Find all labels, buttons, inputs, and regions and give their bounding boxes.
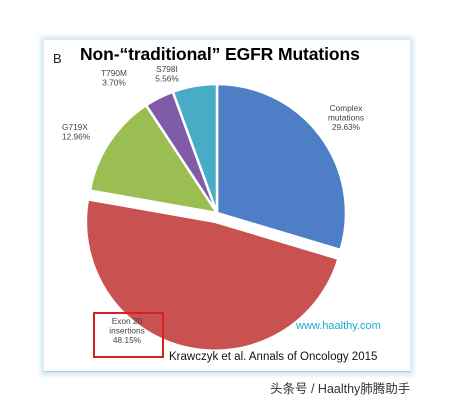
pie-slice-complex-mutations — [215, 82, 348, 252]
footer-credit: 头条号 / Haalthy肺腾助手 — [270, 382, 411, 396]
slice-label-exon-20-insertions: Exon 20 insertions 48.15% — [109, 316, 145, 345]
figure-letter: B — [53, 51, 62, 66]
pie-slice-g719x — [88, 103, 220, 215]
slice-label-complex-mutations: Complex mutations 29.63% — [328, 103, 364, 132]
slice-label-t790m: T790M 3.70% — [101, 68, 127, 88]
chart-title: Non-“traditional” EGFR Mutations — [80, 44, 360, 64]
citation: Krawczyk et al. Annals of Oncology 2015 — [169, 351, 378, 363]
highlight-box — [93, 312, 164, 358]
slice-label-s798i: S798I 5.56% — [155, 64, 179, 84]
pie-slice-s798i — [171, 82, 219, 214]
watermark-url: www.haalthy.com — [296, 320, 381, 332]
figure-panel: Complex mutations 29.63% Exon 20 insertions 4… — [44, 40, 410, 372]
slice-label-g719x: G719X 12.96% — [62, 122, 91, 142]
